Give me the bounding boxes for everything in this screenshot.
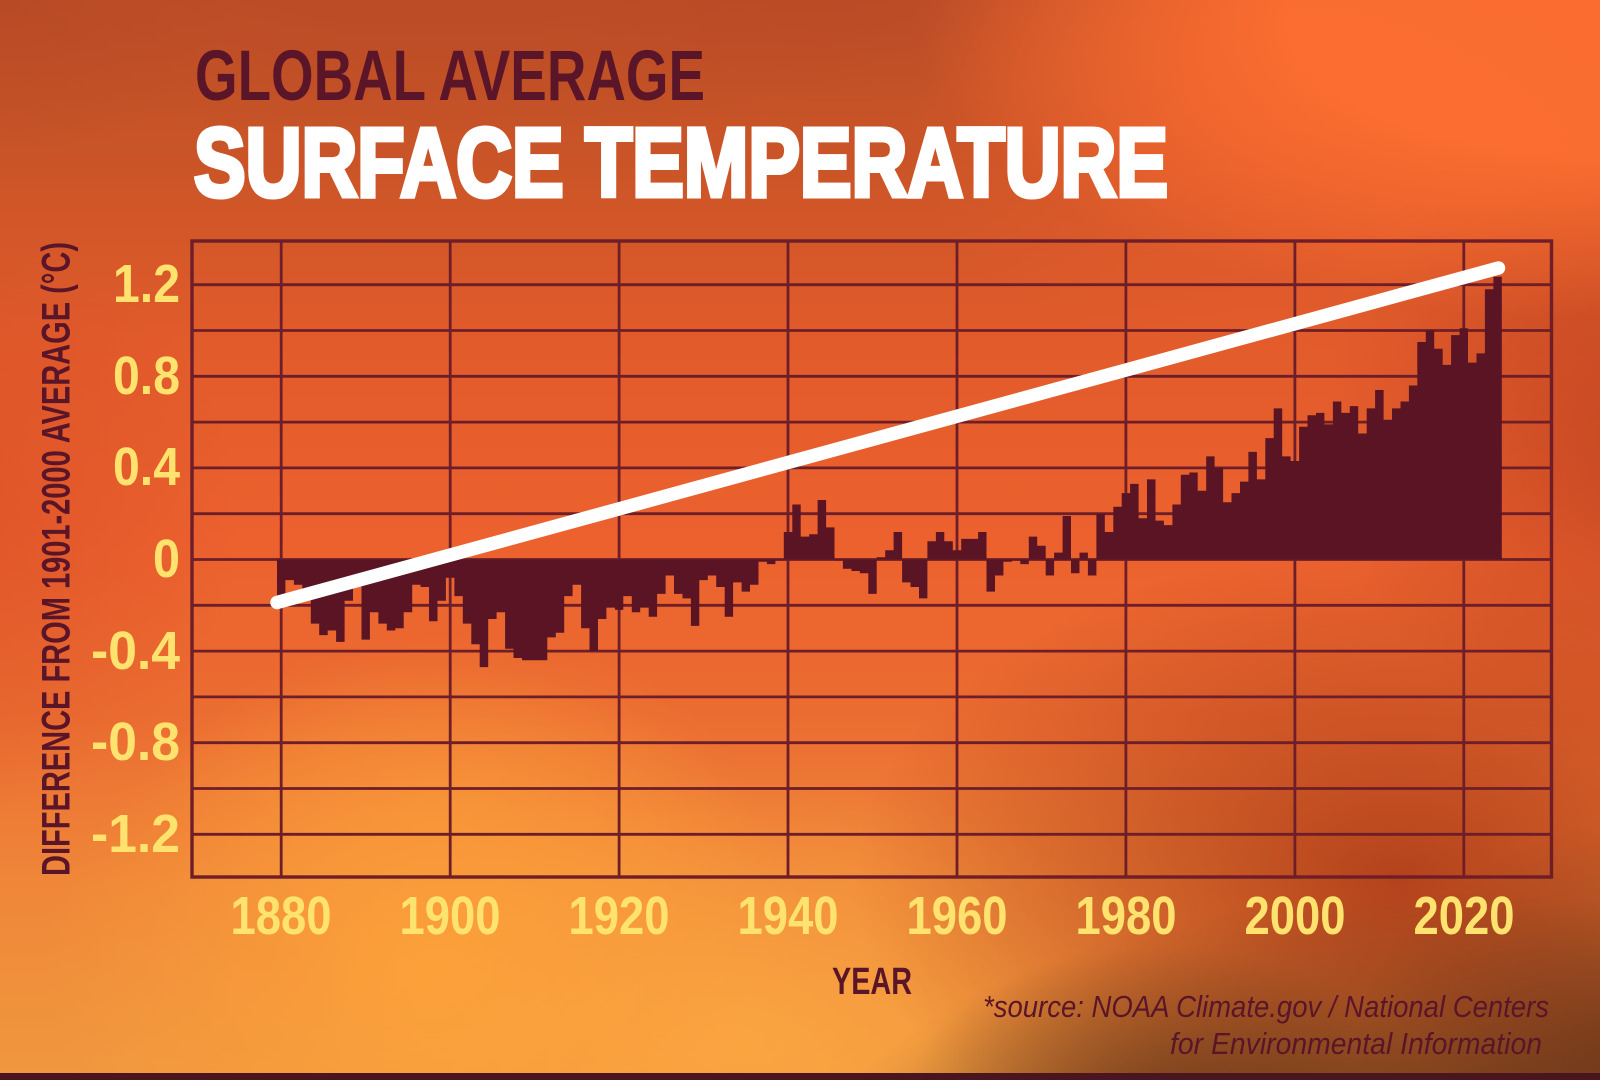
svg-text:1900: 1900 bbox=[400, 886, 501, 946]
svg-text:YEAR: YEAR bbox=[832, 961, 912, 1003]
svg-text:SURFACE TEMPERATURE: SURFACE TEMPERATURE bbox=[194, 108, 1168, 217]
svg-text:1960: 1960 bbox=[907, 886, 1008, 946]
svg-text:2000: 2000 bbox=[1245, 886, 1346, 946]
svg-text:0.4: 0.4 bbox=[113, 437, 180, 497]
svg-text:1880: 1880 bbox=[231, 886, 332, 946]
svg-text:*source: NOAA Climate.gov / Na: *source: NOAA Climate.gov / National Cen… bbox=[983, 989, 1549, 1024]
svg-text:0: 0 bbox=[153, 529, 180, 589]
svg-text:1.2: 1.2 bbox=[113, 254, 180, 314]
svg-text:-1.2: -1.2 bbox=[91, 804, 180, 864]
svg-text:DIFFERENCE FROM 1901-2000 AVER: DIFFERENCE FROM 1901-2000 AVERAGE (°C) bbox=[35, 242, 79, 876]
svg-text:-0.8: -0.8 bbox=[91, 712, 180, 772]
svg-text:GLOBAL AVERAGE: GLOBAL AVERAGE bbox=[195, 37, 705, 116]
svg-text:1980: 1980 bbox=[1076, 886, 1177, 946]
svg-text:1940: 1940 bbox=[738, 886, 839, 946]
svg-text:-0.4: -0.4 bbox=[91, 621, 180, 681]
svg-text:1920: 1920 bbox=[569, 886, 670, 946]
svg-text:for Environmental Information: for Environmental Information bbox=[1170, 1026, 1542, 1061]
svg-text:2020: 2020 bbox=[1414, 886, 1515, 946]
svg-text:0.8: 0.8 bbox=[113, 346, 180, 406]
